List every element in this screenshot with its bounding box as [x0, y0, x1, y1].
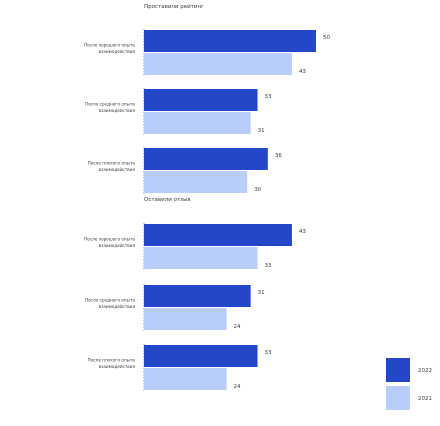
bar-2022-0 [144, 224, 292, 246]
data-label: 50 [323, 35, 330, 41]
bar-2022-2 [144, 345, 258, 367]
data-label: 31 [258, 290, 265, 296]
category-label: После среднего опыта [85, 102, 135, 107]
bar-2021-0 [144, 53, 292, 75]
category-label: взаимодействия [99, 364, 136, 369]
category-label: После среднего опыта [85, 298, 135, 303]
category-label: взаимодействия [99, 167, 136, 172]
data-label: 33 [265, 350, 272, 356]
data-label: 24 [234, 324, 241, 330]
bar-2022-1 [144, 285, 251, 307]
bar-2021-1 [144, 112, 251, 134]
legend-swatch-2021 [386, 386, 410, 410]
bar-2022-1 [144, 89, 258, 111]
category-label: После плохого опыта [88, 358, 136, 363]
data-label: 33 [265, 94, 272, 100]
legend-label: 2021 [418, 396, 432, 402]
category-label: После плохого опыта [88, 161, 136, 166]
data-label: 43 [299, 69, 306, 75]
legend-swatch-2022 [386, 358, 410, 382]
bar-2022-2 [144, 148, 268, 170]
data-label: 36 [275, 153, 282, 159]
bar-2021-0 [144, 247, 258, 269]
chart-title: Оставили отзыв [144, 197, 191, 203]
category-label: взаимодействия [99, 108, 136, 113]
bar-2022-0 [144, 30, 316, 52]
category-label: После хорошего опыта [84, 43, 135, 48]
data-label: 31 [258, 128, 265, 134]
legend-label: 2022 [418, 368, 432, 374]
data-label: 43 [299, 229, 306, 235]
bar-2021-2 [144, 171, 248, 193]
bar-2021-1 [144, 308, 227, 330]
bar-2021-2 [144, 368, 227, 390]
category-label: взаимодействия [99, 49, 136, 54]
category-label: взаимодействия [99, 243, 136, 248]
data-label: 33 [265, 263, 272, 269]
data-label: 24 [234, 384, 241, 390]
data-label: 30 [254, 187, 261, 193]
category-label: взаимодействия [99, 304, 136, 309]
chart-title: Проставили рейтинг [144, 3, 204, 10]
category-label: После хорошего опыта [84, 237, 135, 242]
